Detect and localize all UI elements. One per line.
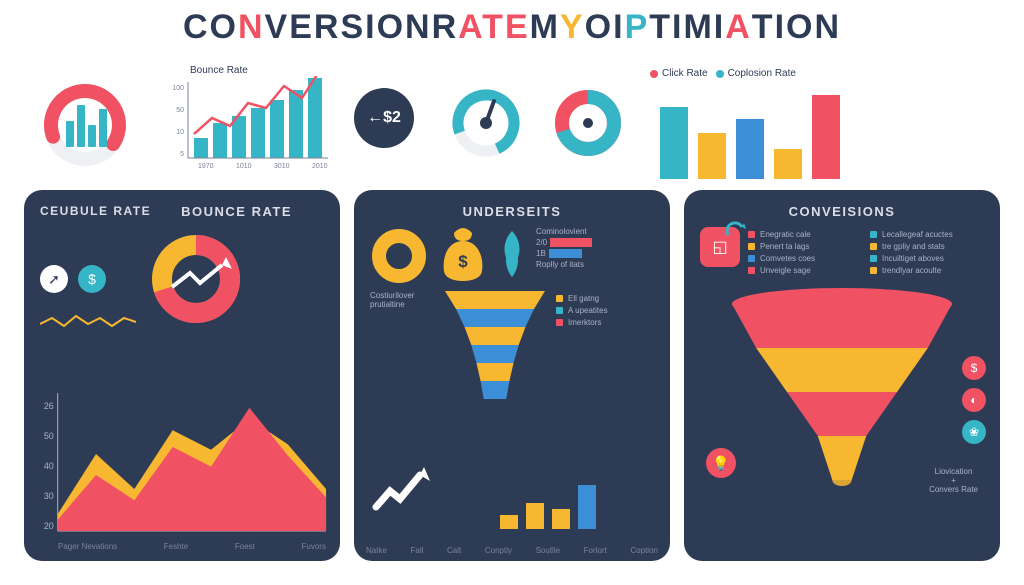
footer-2: Convers Rate: [929, 485, 978, 494]
tiny-bar-sub: Roplly of itats: [536, 260, 654, 269]
svg-text:40: 40: [44, 461, 54, 471]
cards-row: CEUBULE RATE BOUNCE RATE ➚ $ 20 30 40 50 26: [24, 190, 1000, 561]
left-label-1: prutialtine: [370, 300, 440, 309]
side-chip-icon: ◐: [962, 388, 986, 412]
bullet-item: Ell gatng: [556, 294, 608, 303]
bullet-item: Imerktors: [556, 318, 608, 327]
right-legend-bars: Click RateCoplosion Rate: [650, 65, 994, 180]
svg-text:10: 10: [176, 129, 184, 136]
svg-text:1010: 1010: [236, 163, 252, 170]
two-tone-donut: [548, 83, 628, 163]
trend-line-icon: [172, 265, 222, 287]
svg-text:50: 50: [44, 431, 54, 441]
yellow-donut-icon: [370, 227, 428, 285]
footer-0: Liovication: [929, 467, 978, 476]
legend-item: Lecallegeaf acuctes: [870, 230, 984, 239]
card1-header-2: BOUNCE RATE: [181, 204, 292, 219]
funnel-striped-icon: [440, 291, 550, 411]
legend-item: Enegratic cale: [748, 230, 862, 239]
bottom-bars: [500, 471, 610, 531]
tiny-scale-1: 1B: [536, 249, 546, 258]
legend-item: Unveigle sage: [748, 266, 862, 275]
big-funnel-icon: [722, 286, 962, 486]
legend-item: Penert ta lags: [748, 242, 862, 251]
tiny-bar-0: [550, 238, 592, 247]
svg-text:20: 20: [44, 521, 54, 531]
top-widgets-row: Bounce Rate 5 10 50 100 1970 1010 3010 2010 ←$…: [30, 60, 994, 185]
svg-text:5: 5: [180, 151, 184, 158]
leaf-icon: [498, 227, 526, 283]
card1-header-1: CEUBULE RATE: [40, 204, 151, 219]
dollar-chip-icon: $: [78, 265, 106, 293]
svg-text:3010: 3010: [274, 163, 290, 170]
trend-up-icon: ➚: [40, 265, 68, 293]
price-badge-circle: ←$2: [354, 88, 414, 148]
card2-header: UNDERSEITS: [370, 204, 654, 219]
sparkline-icon: [40, 316, 136, 326]
svg-text:$: $: [458, 252, 468, 271]
conversion-badge-icon: ◱: [700, 227, 740, 267]
card3-header: CONVEISIONS: [700, 204, 984, 219]
side-chip-icon: $: [962, 356, 986, 380]
page-title: CONVERSION RATE MY OIPTIMIATION: [0, 8, 1024, 47]
svg-text:30: 30: [44, 491, 54, 501]
gauge-inner-bars: [66, 105, 107, 147]
area-chart: 20 30 40 50 26: [34, 383, 330, 553]
tiny-scale-0: 2/0: [536, 238, 547, 247]
price-badge: ←$2: [354, 88, 424, 158]
svg-text:1970: 1970: [198, 163, 214, 170]
svg-text:2010: 2010: [312, 163, 328, 170]
money-bag-icon: $: [438, 227, 488, 283]
arrow-up-icon: [372, 463, 432, 513]
card-bounce-rate: CEUBULE RATE BOUNCE RATE ➚ $ 20 30 40 50 26: [24, 190, 340, 561]
bounce-line-chart: Bounce Rate 5 10 50 100 1970 1010 3010 2010: [162, 65, 332, 180]
legend-item: Incuiltiget aboves: [870, 254, 984, 263]
bulb-icon: 💡: [706, 448, 736, 478]
price-badge-text: ←$2: [367, 109, 401, 127]
side-chip-icon: ❀: [962, 420, 986, 444]
svg-text:26: 26: [44, 401, 54, 411]
legend-item: tre gpliy and stats: [870, 242, 984, 251]
svg-text:50: 50: [176, 107, 184, 114]
left-label-0: Costiurilover: [370, 291, 440, 300]
tiny-bar-title: Cominolovient: [536, 227, 654, 236]
gauge-needle-widget: [446, 83, 526, 163]
footer-1: +: [929, 476, 978, 485]
card-conversions: CONVEISIONS ◱ Enegratic cale Penert ta la…: [684, 190, 1000, 561]
svg-text:100: 100: [172, 85, 184, 92]
tiny-bar-1: [549, 249, 582, 258]
click-rate-legend: Click RateCoplosion Rate: [650, 65, 994, 83]
card-undersets: UNDERSEITS $ Cominolovient 2/0 1B: [354, 190, 670, 561]
legend-item: trendlyar acoulte: [870, 266, 984, 275]
bullet-item: A upeatites: [556, 306, 608, 315]
bounce-chart-title: Bounce Rate: [190, 65, 332, 76]
legend-item: Comvetes coes: [748, 254, 862, 263]
gauge-bars-widget: [30, 73, 140, 173]
